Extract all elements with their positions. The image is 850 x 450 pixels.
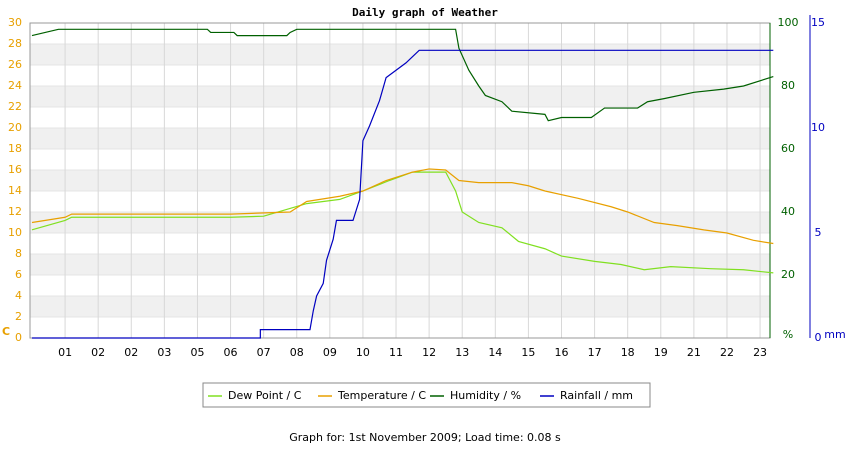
y-tick-label: 24: [8, 79, 22, 92]
y2-axis-label: %: [783, 328, 793, 341]
x-tick-label: 17: [588, 346, 602, 359]
legend-label: Humidity / %: [450, 389, 521, 402]
x-tick-label: 01: [58, 346, 72, 359]
grid-band: [30, 254, 770, 275]
y-tick-label: 14: [8, 184, 22, 197]
x-tick-label: 03: [157, 346, 171, 359]
x-tick-label: 18: [621, 346, 635, 359]
x-tick-label: 13: [455, 346, 469, 359]
y-tick-label: 20: [8, 121, 22, 134]
x-tick-label: 05: [190, 346, 204, 359]
x-tick-label: 02: [91, 346, 105, 359]
grid-band: [30, 170, 770, 191]
y3-tick-label: 15: [811, 16, 825, 29]
x-tick-label: 23: [753, 346, 767, 359]
legend-label: Temperature / C: [337, 389, 426, 402]
grid-band: [30, 128, 770, 149]
y3-tick-label: 10: [811, 121, 825, 134]
series-line: [31, 171, 774, 274]
x-tick-label: 11: [389, 346, 403, 359]
y2-tick-label: 100: [778, 16, 799, 29]
y-tick-label: 30: [8, 16, 22, 29]
y3-tick-label: 5: [815, 226, 822, 239]
x-tick-label: 22: [720, 346, 734, 359]
x-tick-label: 02: [124, 346, 138, 359]
x-tick-label: 15: [521, 346, 535, 359]
y-tick-label: 22: [8, 100, 22, 113]
legend-box: [202, 382, 651, 408]
y3-tick-label: 0: [815, 331, 822, 344]
x-tick-label: 08: [290, 346, 304, 359]
y-tick-label: 10: [8, 226, 22, 239]
y2-tick-label: 60: [781, 142, 795, 155]
grid-band: [30, 86, 770, 107]
x-tick-label: 09: [323, 346, 337, 359]
series-line: [31, 49, 774, 339]
x-tick-label: 19: [654, 346, 668, 359]
series-line: [31, 28, 774, 122]
y-tick-label: 18: [8, 142, 22, 155]
grid-band: [30, 44, 770, 65]
grid-band: [30, 296, 770, 317]
y2-tick-label: 80: [781, 79, 795, 92]
grid-band: [30, 212, 770, 233]
y-tick-label: 2: [15, 310, 22, 323]
y-tick-label: 6: [15, 268, 22, 281]
y-tick-label: 28: [8, 37, 22, 50]
x-tick-label: 16: [555, 346, 569, 359]
y3-axis-label: mm: [824, 328, 845, 341]
y2-tick-label: 40: [781, 205, 795, 218]
x-tick-label: 10: [356, 346, 370, 359]
x-tick-label: 06: [224, 346, 238, 359]
series-line: [31, 168, 774, 245]
y-tick-label: 0: [15, 331, 22, 344]
chart-title: Daily graph of Weather: [352, 6, 498, 19]
caption: Graph for: 1st November 2009; Load time:…: [289, 431, 561, 444]
x-tick-label: 14: [488, 346, 502, 359]
legend-label: Dew Point / C: [228, 389, 302, 402]
legend-label: Rainfall / mm: [560, 389, 633, 402]
x-tick-label: 07: [257, 346, 271, 359]
x-tick-label: 21: [687, 346, 701, 359]
y-tick-label: 12: [8, 205, 22, 218]
y-tick-label: 26: [8, 58, 22, 71]
y-tick-label: 8: [15, 247, 22, 260]
y2-tick-label: 20: [781, 268, 795, 281]
y-axis-label: C: [2, 325, 10, 338]
y-tick-label: 4: [15, 289, 22, 302]
x-tick-label: 12: [422, 346, 436, 359]
y-tick-label: 16: [8, 163, 22, 176]
